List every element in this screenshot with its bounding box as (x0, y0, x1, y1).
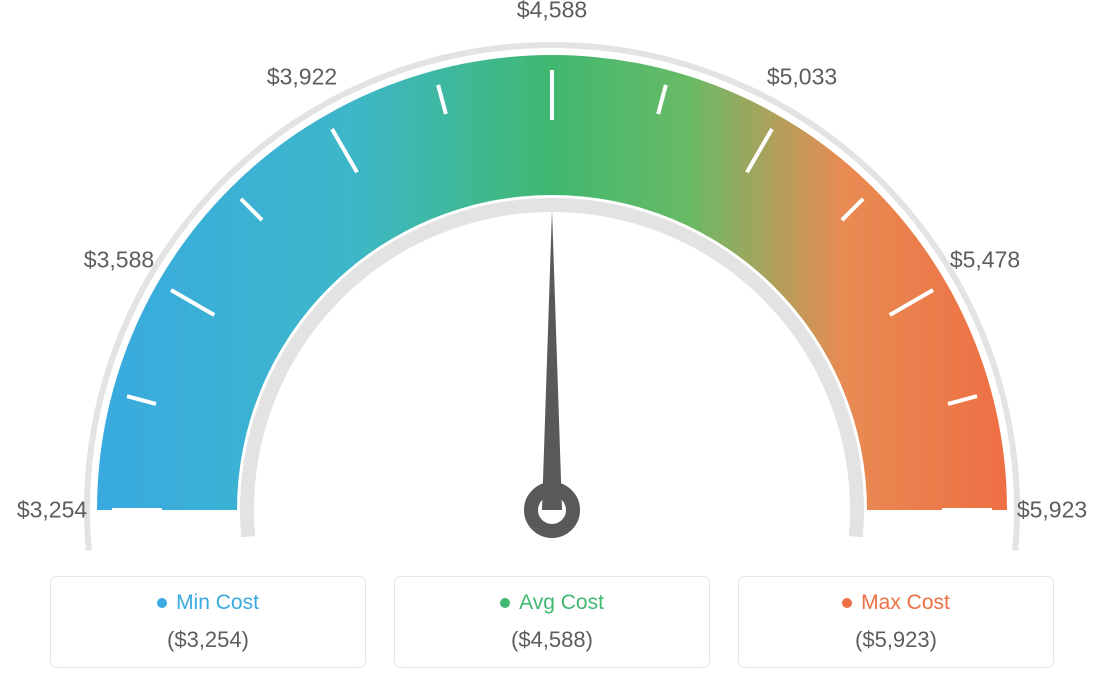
avg-cost-label: Avg Cost (519, 591, 604, 615)
gauge-tick-label: $5,478 (950, 247, 1020, 274)
card-header: Min Cost (51, 591, 365, 615)
card-header: Max Cost (739, 591, 1053, 615)
gauge-tick-label: $5,033 (767, 63, 837, 90)
gauge-tick-label: $4,588 (517, 0, 587, 24)
gauge-svg (0, 0, 1104, 555)
summary-cards: Min Cost ($3,254) Avg Cost ($4,588) Max … (50, 576, 1054, 668)
max-cost-value: ($5,923) (739, 627, 1053, 653)
gauge-tick-label: $3,922 (267, 63, 337, 90)
max-cost-label: Max Cost (861, 591, 950, 615)
avg-dot-icon (500, 598, 510, 608)
gauge-tick-label: $5,923 (1017, 497, 1087, 524)
card-header: Avg Cost (395, 591, 709, 615)
gauge-area: $3,254 $3,588 $3,922 $4,588 $5,033 $5,478 $5,9… (0, 0, 1104, 555)
gauge-tick-label: $3,588 (84, 247, 154, 274)
min-cost-label: Min Cost (176, 591, 259, 615)
min-cost-card: Min Cost ($3,254) (50, 576, 366, 668)
avg-cost-card: Avg Cost ($4,588) (394, 576, 710, 668)
min-dot-icon (157, 598, 167, 608)
gauge-tick-label: $3,254 (17, 497, 87, 524)
max-cost-card: Max Cost ($5,923) (738, 576, 1054, 668)
cost-gauge-chart: $3,254 $3,588 $3,922 $4,588 $5,033 $5,478 $5,9… (0, 0, 1104, 690)
max-dot-icon (842, 598, 852, 608)
avg-cost-value: ($4,588) (395, 627, 709, 653)
min-cost-value: ($3,254) (51, 627, 365, 653)
